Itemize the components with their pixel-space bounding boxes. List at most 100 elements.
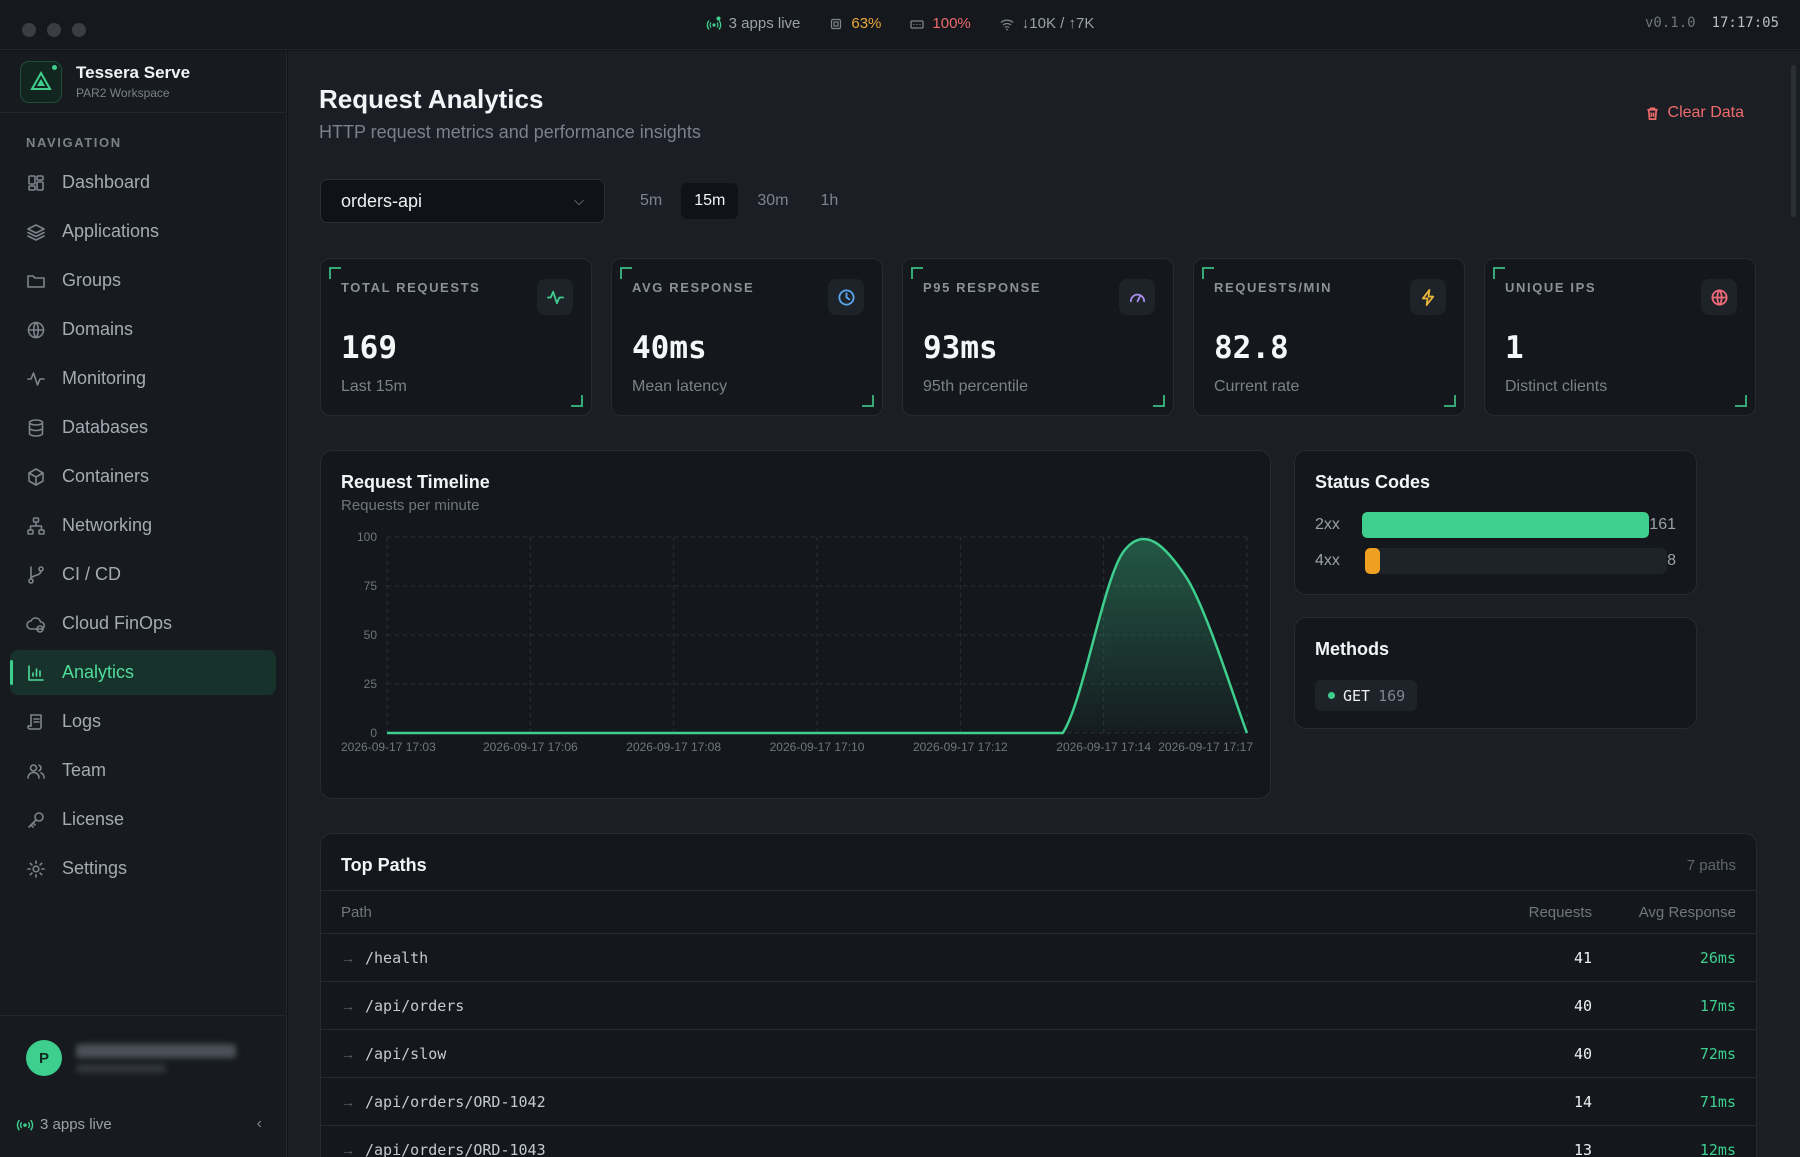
table-row[interactable]: → /api/orders/ORD-1042 14 71ms — [321, 1078, 1756, 1126]
stat-value: 93ms — [923, 330, 998, 366]
main-content: Request Analytics HTTP request metrics a… — [288, 51, 1800, 1157]
sidebar-item-networking[interactable]: Networking — [10, 503, 276, 548]
redacted-user-name — [76, 1043, 236, 1073]
sidebar-item-label: Analytics — [62, 662, 135, 682]
database-icon — [28, 418, 44, 437]
clear-data-button[interactable]: Clear Data — [1645, 104, 1744, 122]
request-timeline-chart[interactable]: 0 25 50 75 100 2026-09-17 17:03 2026-09-17 17:… — [321, 451, 1272, 800]
window-controls — [22, 23, 86, 37]
status-code-track — [1364, 548, 1668, 574]
globe-icon — [1701, 279, 1737, 315]
network-icon — [27, 516, 45, 535]
stat-label: AVG RESPONSE — [632, 280, 755, 295]
row-avg-response: 26ms — [1699, 948, 1736, 967]
range-1h[interactable]: 1h — [820, 192, 839, 209]
folder-icon — [27, 274, 45, 288]
network-value: ↓10K / ↑7K — [1021, 15, 1095, 32]
arrow-right-icon: → — [341, 1093, 355, 1110]
sidebar-item-analytics[interactable]: Analytics — [10, 650, 276, 695]
box-icon — [28, 467, 44, 486]
sidebar-item-label: Settings — [62, 858, 128, 878]
close-window-button[interactable] — [22, 23, 36, 37]
minimize-window-button[interactable] — [47, 23, 61, 37]
x-tick-label: 2026-09-17 17:10 — [770, 740, 865, 754]
range-15m[interactable]: 15m — [681, 183, 739, 219]
sidebar-item-team[interactable]: Team — [10, 748, 276, 793]
layers-icon — [27, 223, 45, 241]
brand[interactable]: Tessera Serve PAR2 Workspace — [0, 51, 286, 113]
title-bar: 3 apps live 63% 100% ↓10K / ↑7K v0.1.0 1… — [0, 0, 1800, 50]
gear-icon — [27, 859, 45, 878]
sidebar-item-license[interactable]: License — [10, 797, 276, 842]
table-row[interactable]: → /api/orders/ORD-1043 13 12ms — [321, 1126, 1756, 1157]
range-30m[interactable]: 30m — [757, 192, 789, 209]
bar-chart-icon — [28, 664, 44, 681]
sidebar-item-containers[interactable]: Containers — [10, 454, 276, 499]
sidebar-item-dashboard[interactable]: Dashboard — [10, 160, 276, 205]
row-avg-response: 17ms — [1699, 996, 1736, 1015]
timeline-subtitle: Requests per minute — [341, 497, 480, 514]
column-header-requests[interactable]: Requests — [1528, 903, 1592, 921]
git-branch-icon — [28, 565, 44, 584]
card-corner-accent — [1153, 395, 1165, 407]
card-corner-accent — [1202, 267, 1214, 279]
request-timeline-panel: Request Timeline Requests per minute 0 25… — [320, 450, 1271, 799]
sidebar-item-cloud-finops[interactable]: Cloud FinOps — [10, 601, 276, 646]
sidebar-item-databases[interactable]: Databases — [10, 405, 276, 450]
status-code-track — [1362, 512, 1650, 538]
sidebar-item-settings[interactable]: Settings — [10, 846, 276, 891]
collapse-sidebar-icon[interactable]: ‹ — [256, 1115, 262, 1132]
sidebar-item-label: Logs — [62, 711, 102, 731]
row-requests: 40 — [1573, 1044, 1592, 1063]
status-code-label: 2xx — [1315, 516, 1340, 533]
stat-label: TOTAL REQUESTS — [341, 280, 481, 295]
arrow-right-icon: → — [341, 1141, 355, 1157]
zoom-window-button[interactable] — [72, 23, 86, 37]
status-codes-panel: Status Codes 2xx 161 4xx 8 — [1294, 450, 1697, 595]
key-icon — [28, 811, 44, 828]
sidebar-footer: 3 apps live ‹ — [16, 1115, 262, 1133]
status-code-bar — [1364, 548, 1380, 574]
user-profile[interactable]: P — [0, 1015, 286, 1076]
system-stats: 3 apps live 63% 100% ↓10K / ↑7K — [0, 15, 1800, 32]
cpu-value: 63% — [851, 15, 882, 32]
sidebar-item-logs[interactable]: Logs — [10, 699, 276, 744]
range-5m[interactable]: 5m — [640, 192, 663, 209]
row-requests: 40 — [1573, 996, 1592, 1015]
chevron-down-icon: ⌵ — [574, 193, 584, 208]
card-corner-accent — [620, 267, 632, 279]
cloud-cost-icon — [26, 616, 46, 633]
memory-value: 100% — [932, 15, 971, 32]
apps-live-text: 3 apps live — [728, 15, 801, 32]
sidebar-item-applications[interactable]: Applications — [10, 209, 276, 254]
topbar-right: v0.1.0 17:17:05 — [1645, 15, 1779, 31]
y-tick-label: 0 — [370, 726, 377, 740]
card-corner-accent — [329, 267, 341, 279]
status-codes-title: Status Codes — [1315, 472, 1431, 492]
table-row[interactable]: → /api/slow 40 72ms — [321, 1030, 1756, 1078]
row-path: /api/orders/ORD-1042 — [365, 1092, 546, 1111]
column-header-path[interactable]: Path — [341, 903, 372, 921]
trash-icon — [1646, 107, 1658, 120]
table-row[interactable]: → /health 41 26ms — [321, 934, 1756, 982]
app-logo — [20, 60, 62, 103]
card-corner-accent — [1493, 267, 1505, 279]
app-name: Tessera Serve — [76, 63, 191, 82]
sidebar-item-monitoring[interactable]: Monitoring — [10, 356, 276, 401]
table-row[interactable]: → /api/orders 40 17ms — [321, 982, 1756, 1030]
methods-title: Methods — [1315, 639, 1389, 659]
stat-card-avg-response: AVG RESPONSE 40ms Mean latency — [611, 258, 883, 416]
sidebar-item-groups[interactable]: Groups — [10, 258, 276, 303]
row-avg-response: 72ms — [1699, 1044, 1736, 1063]
app-select[interactable]: orders-api ⌵ — [320, 179, 605, 223]
x-tick-label: 2026-09-17 17:14 — [1056, 740, 1151, 754]
top-paths-panel: Top Paths 7 paths Path Requests Avg Resp… — [320, 833, 1757, 1157]
clock-icon — [828, 279, 864, 315]
column-header-avg-response[interactable]: Avg Response — [1638, 903, 1736, 921]
sidebar-item-ci-cd[interactable]: CI / CD — [10, 552, 276, 597]
stat-subtext: Distinct clients — [1505, 378, 1608, 395]
main-scrollbar[interactable] — [1791, 65, 1796, 217]
status-code-row-4xx: 4xx 8 — [1315, 548, 1676, 574]
sidebar-item-domains[interactable]: Domains — [10, 307, 276, 352]
stat-value: 1 — [1505, 330, 1524, 366]
